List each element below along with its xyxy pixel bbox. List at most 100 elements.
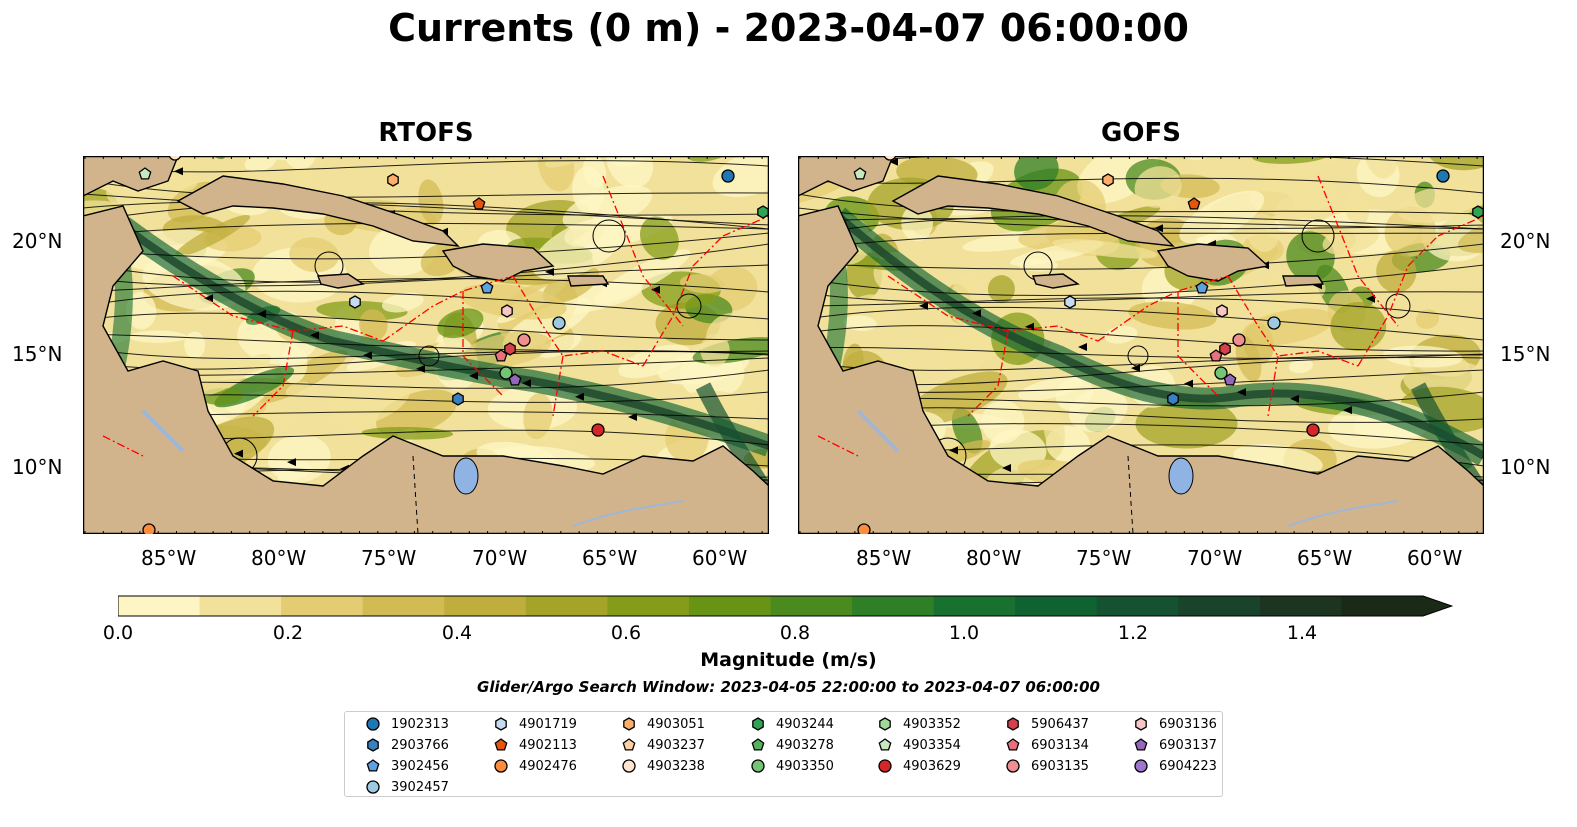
legend-item: 4903629 [877, 758, 961, 774]
lat-label-20n-left: 20°N [12, 229, 63, 253]
float-legend: 1902313 2903766 3902456 3902457 4901719 49021… [344, 711, 1223, 797]
float-marker [1167, 392, 1179, 406]
hexagon-marker-icon [1135, 717, 1147, 731]
hexagon-marker-icon [367, 738, 379, 752]
float-marker [757, 205, 769, 219]
colorbar-segment [852, 596, 935, 616]
legend-label: 1902313 [391, 716, 449, 732]
legend-item: 4902113 [493, 737, 577, 753]
pentagon-marker-icon [878, 738, 892, 751]
float-marker [508, 373, 522, 386]
colorbar-segment [1259, 596, 1342, 616]
legend-item: 4903051 [621, 716, 705, 732]
float-marker [349, 295, 361, 309]
lon-label-85w-rtofs: 85°W [141, 546, 197, 570]
float-marker [1214, 366, 1228, 380]
legend-item: 4903244 [750, 716, 834, 732]
circle-marker-icon [1006, 759, 1020, 773]
current-map-rtofs [83, 156, 769, 534]
float-marker [1232, 333, 1246, 347]
hexagon-marker-icon [752, 717, 764, 731]
legend-label: 4903244 [776, 716, 834, 732]
legend-item: 6904223 [1133, 758, 1217, 774]
legend-item: 4902476 [493, 758, 577, 774]
legend-item: 1902313 [365, 716, 449, 732]
lon-label-75w-gofs: 75°W [1076, 546, 1132, 570]
legend-item: 5906437 [1005, 716, 1089, 732]
pentagon-marker-icon [622, 738, 636, 751]
panel-title-gofs: GOFS [1101, 118, 1181, 148]
lon-label-65w-gofs: 65°W [1297, 546, 1353, 570]
lon-label-80w-rtofs: 80°W [251, 546, 307, 570]
legend-label: 2903766 [391, 737, 449, 753]
lon-label-85w-gofs: 85°W [856, 546, 912, 570]
legend-label: 3902457 [391, 779, 449, 795]
legend-label: 4902113 [519, 737, 577, 753]
colorbar-segment [1096, 596, 1179, 616]
float-marker [1195, 281, 1209, 294]
pentagon-marker-icon [366, 759, 380, 772]
colorbar-segment [525, 596, 608, 616]
legend-label: 6903137 [1159, 737, 1217, 753]
legend-item: 6903137 [1133, 737, 1217, 753]
lat-label-15n-right: 15°N [1500, 342, 1551, 366]
colorbar-segment [688, 596, 771, 616]
float-marker [721, 169, 735, 183]
lon-label-75w-rtofs: 75°W [361, 546, 417, 570]
pentagon-marker-icon [494, 738, 508, 751]
lon-label-70w-rtofs: 70°W [472, 546, 528, 570]
float-marker [883, 156, 897, 161]
float-marker [1219, 342, 1231, 356]
legend-item: 6903135 [1005, 758, 1089, 774]
legend-item: 4903278 [750, 737, 834, 753]
float-marker [853, 167, 867, 180]
legend-label: 4903278 [776, 737, 834, 753]
float-marker [552, 316, 566, 330]
hexagon-marker-icon [495, 717, 507, 731]
float-marker [1267, 316, 1281, 330]
pentagon-marker-icon [751, 738, 765, 751]
float-marker [1187, 197, 1201, 210]
legend-label: 4903237 [647, 737, 705, 753]
legend-item: 4903352 [877, 716, 961, 732]
colorbar-tick-5: 1.0 [948, 622, 980, 644]
float-marker [1436, 169, 1450, 183]
colorbar-segment [118, 596, 201, 616]
legend-label: 4903352 [903, 716, 961, 732]
colorbar-tick-0: 0.0 [102, 622, 134, 644]
colorbar-segment [444, 596, 527, 616]
circle-marker-icon [1134, 759, 1148, 773]
float-marker [387, 173, 399, 187]
lon-label-65w-rtofs: 65°W [582, 546, 638, 570]
lon-label-60w-rtofs: 60°W [692, 546, 748, 570]
float-marker [857, 523, 871, 534]
map-panel-rtofs[interactable] [83, 156, 769, 534]
legend-label: 4903051 [647, 716, 705, 732]
colorbar-segment [1015, 596, 1098, 616]
legend-label: 3902456 [391, 758, 449, 774]
figure-title: Currents (0 m) - 2023-04-07 06:00:00 [388, 6, 1189, 50]
colorbar-label: Magnitude (m/s) [700, 649, 877, 671]
colorbar-segment [199, 596, 282, 616]
float-marker [472, 197, 486, 210]
current-map-gofs [798, 156, 1484, 534]
legend-item: 4901719 [493, 716, 577, 732]
float-marker [480, 281, 494, 294]
legend-label: 6903136 [1159, 716, 1217, 732]
map-panel-gofs[interactable] [798, 156, 1484, 534]
legend-label: 4903629 [903, 758, 961, 774]
colorbar-tick-3: 0.6 [610, 622, 642, 644]
legend-item: 3902456 [365, 758, 449, 774]
colorbar-tick-2: 0.4 [441, 622, 473, 644]
colorbar-segment [933, 596, 1016, 616]
legend-item: 4903350 [750, 758, 834, 774]
float-marker [1209, 349, 1223, 362]
lon-label-80w-gofs: 80°W [966, 546, 1022, 570]
float-marker [1064, 295, 1076, 309]
colorbar-segment [770, 596, 853, 616]
legend-label: 5906437 [1031, 716, 1089, 732]
colorbar-segment [1341, 596, 1424, 616]
colorbar-segment [362, 596, 445, 616]
pentagon-marker-icon [1006, 738, 1020, 751]
lon-label-70w-gofs: 70°W [1187, 546, 1243, 570]
